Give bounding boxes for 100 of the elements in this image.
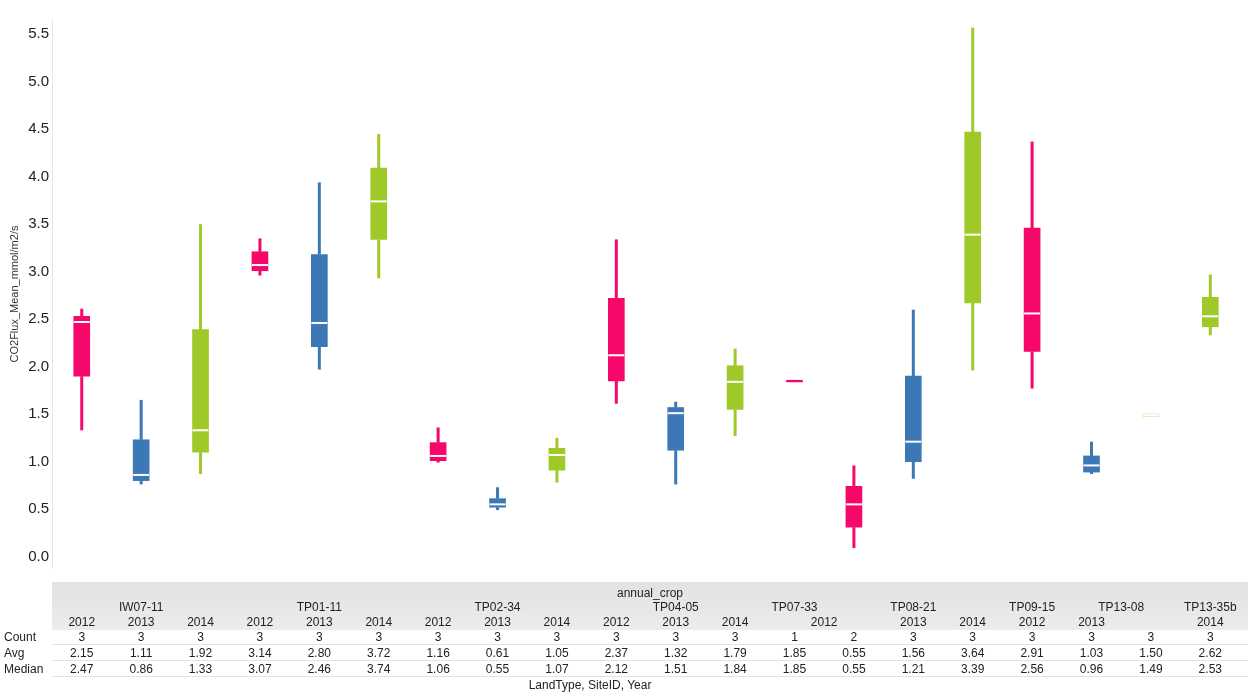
text: 1.11 xyxy=(129,646,153,660)
text: 3.39 xyxy=(961,662,985,676)
y-tick-label: 2.0 xyxy=(28,356,50,374)
text: 3 xyxy=(909,630,917,644)
text: 3 xyxy=(494,630,501,644)
text: 1.06 xyxy=(426,662,450,676)
text: 1.56 xyxy=(901,646,925,660)
text: 2.15 xyxy=(70,646,94,660)
text: 1.33 xyxy=(188,662,213,676)
x-tick-label: 2012 xyxy=(424,615,452,629)
x-tick-label: 2014 xyxy=(959,615,987,629)
text: 0.55 xyxy=(842,646,866,660)
text: 2.46 xyxy=(307,662,332,676)
text: 0.61 xyxy=(485,646,510,660)
text: 3 xyxy=(315,630,323,644)
x-tick-label: 2013 xyxy=(305,615,333,629)
text: 0.55 xyxy=(842,662,866,676)
y-tick-label: 4.5 xyxy=(28,119,50,137)
text: 0.96 xyxy=(1079,662,1104,676)
text: 3 xyxy=(256,630,264,644)
x-tick-label: 2014 xyxy=(721,615,749,629)
text: TP09-15 xyxy=(1009,600,1056,614)
text: TP08-21 xyxy=(890,600,937,614)
y-tick-label: 5.0 xyxy=(28,71,50,89)
text: 1.51 xyxy=(664,662,688,676)
text: 2.47 xyxy=(70,662,94,676)
y-tick-label: 1.5 xyxy=(28,404,50,422)
text: 3 xyxy=(553,630,561,644)
text: 2.91 xyxy=(1020,646,1044,660)
x-tick-label: 2012 xyxy=(810,615,838,629)
y-tick-label: 4.0 xyxy=(28,166,50,184)
text: 1.50 xyxy=(1139,646,1163,660)
x-tick-label: 2014 xyxy=(543,615,571,629)
y-tick-label: 0.5 xyxy=(28,499,50,517)
text: 3.72 xyxy=(367,646,391,660)
text: 3 xyxy=(1147,630,1155,644)
text: 2.80 xyxy=(307,646,332,660)
text: 3 xyxy=(434,630,442,644)
text: Avg xyxy=(4,646,25,660)
x-tick-label: 2013 xyxy=(127,615,155,629)
x-tick-label: 2013 xyxy=(662,615,690,629)
y-tick-label: 3.5 xyxy=(28,214,50,232)
text: 3.14 xyxy=(248,646,272,660)
text: TP04-05 xyxy=(652,600,699,614)
text: Count xyxy=(4,630,37,644)
text: 2 xyxy=(850,630,858,644)
x-tick-label: 2012 xyxy=(246,615,274,629)
x-tick-label: 2013 xyxy=(484,615,511,629)
text: 3 xyxy=(672,630,680,644)
text: 2.53 xyxy=(1198,662,1222,676)
text: annual_crop xyxy=(616,586,684,600)
text: 2.62 xyxy=(1198,646,1222,660)
text: 1.05 xyxy=(545,646,569,660)
text: TP13-08 xyxy=(1098,600,1145,614)
y-axis-title: CO2Flux_Mean_mmol/m2/s xyxy=(7,225,20,363)
x-tick-label: 2013 xyxy=(899,615,927,629)
text: IW07-11 xyxy=(118,600,164,614)
text: 1.84 xyxy=(723,662,747,676)
text: 2.37 xyxy=(604,646,628,660)
text: TP13-35b xyxy=(1183,600,1237,614)
text: 3 xyxy=(1088,630,1095,644)
text: 3 xyxy=(375,630,383,644)
text: 3 xyxy=(731,630,739,644)
y-tick-label: 3.0 xyxy=(28,261,50,279)
text: 1.21 xyxy=(901,662,925,676)
text: 2.56 xyxy=(1020,662,1044,676)
text: 1.85 xyxy=(782,662,807,676)
text: 1.32 xyxy=(664,646,688,660)
text: TP07-33 xyxy=(771,600,818,614)
y-tick-label: 5.5 xyxy=(28,24,50,42)
text: 1.03 xyxy=(1079,646,1104,660)
x-tick-label: 2014 xyxy=(187,615,214,629)
text: 3 xyxy=(197,630,204,644)
text: 2.12 xyxy=(604,662,628,676)
text: 0.86 xyxy=(129,662,153,676)
text: 3 xyxy=(1206,630,1214,644)
x-tick-label: 2012 xyxy=(68,615,96,629)
y-tick-label: 1.0 xyxy=(28,451,50,469)
text: 1.85 xyxy=(782,646,807,660)
text: 3.74 xyxy=(367,662,391,676)
text: 3 xyxy=(612,630,620,644)
text: Median xyxy=(4,662,44,676)
text: 1.92 xyxy=(188,646,213,660)
x-tick-label: 2012 xyxy=(1018,615,1046,629)
text: TP01-11 xyxy=(296,600,342,614)
text: 3.07 xyxy=(248,662,272,676)
text: 3 xyxy=(969,630,977,644)
x-tick-label: 2012 xyxy=(602,615,630,629)
text: 3 xyxy=(137,630,145,644)
text: 0.55 xyxy=(485,662,510,676)
text: TP02-34 xyxy=(474,600,521,614)
text: 1 xyxy=(791,630,798,644)
x-tick-label: 2013 xyxy=(1078,615,1105,629)
x-tick-label: 2014 xyxy=(365,615,393,629)
y-tick-label: 0.0 xyxy=(28,546,50,564)
text: 3.64 xyxy=(961,646,985,660)
text: 1.79 xyxy=(723,646,747,660)
text: 3 xyxy=(1028,630,1036,644)
y-tick-label: 2.5 xyxy=(28,309,50,327)
text: 3 xyxy=(78,630,86,644)
